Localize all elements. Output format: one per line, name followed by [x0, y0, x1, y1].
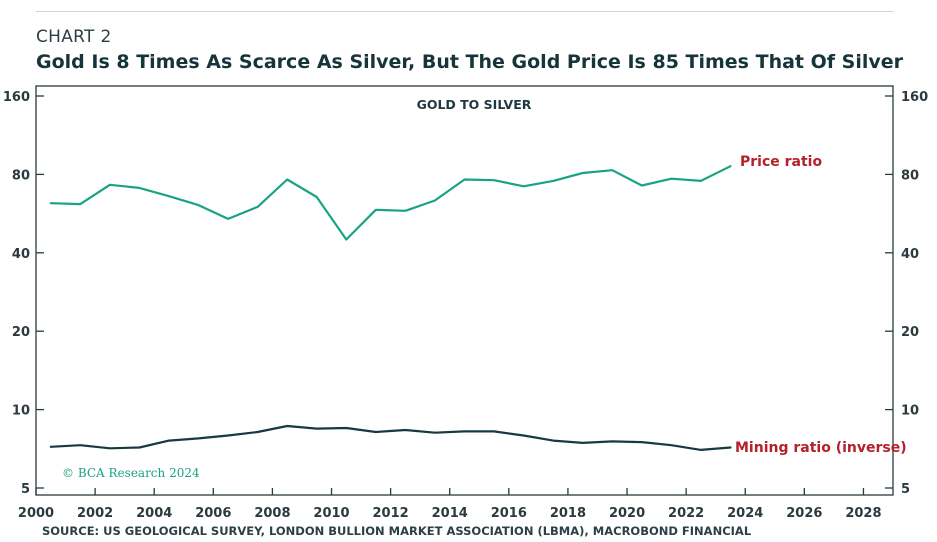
- x-tick-label-2026: 2026: [786, 506, 822, 521]
- y-tick-label-right-10: 10: [901, 404, 919, 419]
- y-tick-label-right-20: 20: [901, 325, 919, 340]
- x-tick-label-2012: 2012: [373, 506, 409, 521]
- y-tick-label-right-80: 80: [901, 168, 919, 183]
- x-tick-label-2004: 2004: [136, 506, 172, 521]
- plot-frame: [35, 85, 894, 496]
- y-tick-label-left-80: 80: [12, 168, 30, 183]
- y-tick-label-left-160: 160: [3, 90, 30, 105]
- x-tick-label-2006: 2006: [195, 506, 231, 521]
- x-tick-label-2016: 2016: [491, 506, 527, 521]
- x-tick-label-2020: 2020: [609, 506, 645, 521]
- x-tick-label-2008: 2008: [254, 506, 290, 521]
- y-tick-label-right-160: 160: [901, 90, 928, 105]
- y-tick-label-left-40: 40: [12, 247, 30, 262]
- y-tick-label-right-40: 40: [901, 247, 919, 262]
- source-note: SOURCE: US GEOLOGICAL SURVEY, LONDON BUL…: [42, 524, 752, 538]
- top-rule: [36, 11, 894, 12]
- inner-title: GOLD TO SILVER: [417, 97, 532, 112]
- chart-title: Gold Is 8 Times As Scarce As Silver, But…: [36, 51, 903, 73]
- x-tick-label-2028: 2028: [845, 506, 881, 521]
- chart-number: CHART 2: [36, 27, 112, 47]
- price-ratio-label: Price ratio: [740, 154, 822, 170]
- y-tick-label-left-20: 20: [12, 325, 30, 340]
- bca-watermark: © BCA Research 2024: [62, 466, 200, 480]
- series-lines: [49, 165, 732, 451]
- x-tick-label-2010: 2010: [313, 506, 349, 521]
- mining-ratio-label: Mining ratio (inverse): [735, 440, 907, 456]
- y-tick-label-left-5: 5: [21, 482, 30, 497]
- x-tick-label-2024: 2024: [727, 506, 763, 521]
- price-ratio-line: [49, 165, 732, 241]
- mining-ratio-line: [49, 424, 732, 451]
- x-tick-label-2022: 2022: [668, 506, 704, 521]
- y-tick-label-left-10: 10: [12, 404, 30, 419]
- x-tick-label-2002: 2002: [77, 506, 113, 521]
- x-tick-label-2018: 2018: [550, 506, 586, 521]
- y-tick-label-right-5: 5: [901, 482, 910, 497]
- x-tick-label-2014: 2014: [432, 506, 468, 521]
- x-tick-label-2000: 2000: [18, 506, 54, 521]
